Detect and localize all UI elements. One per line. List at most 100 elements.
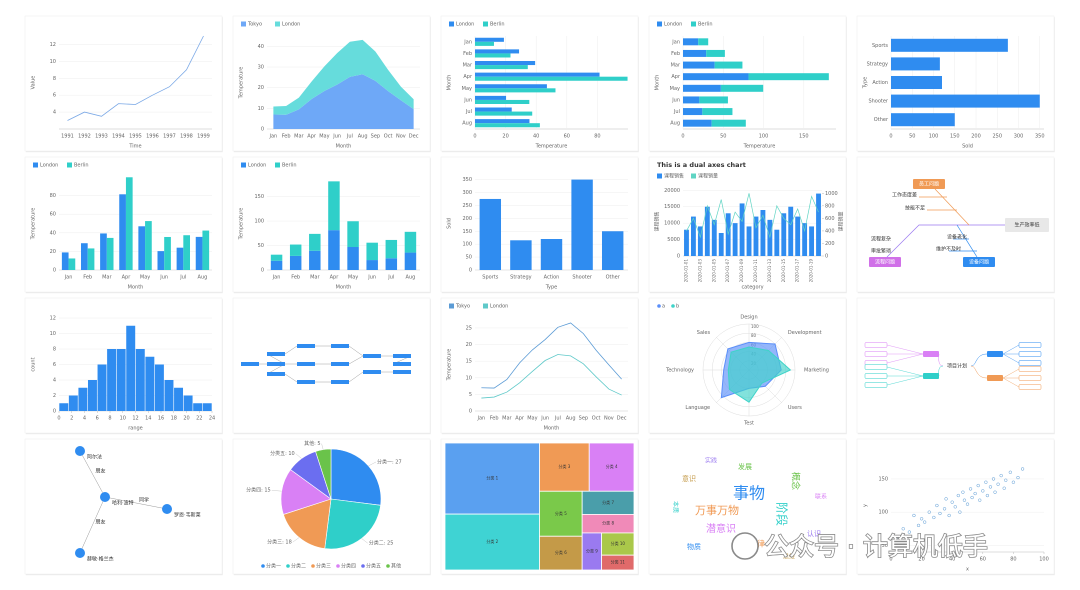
word: 思维 bbox=[783, 553, 795, 561]
panel: 分类 1 分类 2 分类 3 分类 4 分类 5 分类 6 分类 7 分类 8 分类 9 分类 1… bbox=[440, 438, 639, 576]
x-axis-label: Type bbox=[545, 285, 557, 291]
y-tick-label: 4 bbox=[53, 378, 56, 384]
legend-label: 课程销售 bbox=[664, 173, 684, 180]
point bbox=[988, 485, 993, 489]
y-tick-label: 0 bbox=[469, 268, 472, 274]
x-tick-label: 16 bbox=[158, 416, 164, 422]
cell-label: 分类 8 bbox=[602, 520, 614, 526]
x-tick-label: Jul bbox=[554, 416, 561, 422]
point bbox=[953, 505, 957, 509]
point bbox=[897, 537, 901, 541]
bar bbox=[174, 387, 184, 411]
word: 意识 bbox=[682, 474, 696, 483]
legend-label: 课程销量 bbox=[698, 173, 718, 180]
node-box bbox=[923, 351, 939, 357]
bar bbox=[157, 251, 165, 270]
bar bbox=[68, 395, 78, 411]
x-tick-label: 2020-01-05 bbox=[711, 259, 716, 283]
treemap-cell bbox=[588, 442, 635, 492]
x-tick-label: Aug bbox=[198, 275, 208, 281]
point bbox=[962, 498, 967, 502]
node-label: 罗恩·韦斯莱 bbox=[174, 512, 201, 519]
x-tick-label: 300 bbox=[1014, 134, 1024, 140]
bar bbox=[309, 233, 321, 251]
panel: Type Sold 0 50 100 150 200 250 300 350 Sports Strat… bbox=[440, 156, 639, 294]
bar bbox=[475, 84, 547, 89]
x-tick-label: Feb bbox=[291, 275, 300, 281]
bar bbox=[385, 239, 398, 259]
point bbox=[1011, 480, 1016, 484]
x-tick-label: Mar bbox=[102, 275, 112, 281]
point bbox=[1016, 475, 1020, 480]
point bbox=[935, 503, 939, 508]
x-tick-label: Jan bbox=[64, 275, 73, 281]
y-tick-label: 10 bbox=[50, 59, 56, 65]
x-tick-label: Nov bbox=[604, 416, 614, 422]
bar bbox=[891, 94, 1040, 108]
cell-label: 分类 10 bbox=[611, 540, 626, 546]
point bbox=[1020, 467, 1025, 471]
legend-swatch bbox=[286, 564, 290, 568]
bar bbox=[720, 84, 764, 92]
bar bbox=[891, 75, 942, 90]
x-tick-label: Strategy bbox=[510, 275, 531, 281]
legend-label: Berlin bbox=[282, 163, 297, 169]
point bbox=[923, 520, 927, 524]
node-label: 生产效率低 bbox=[1014, 222, 1039, 229]
bar bbox=[891, 38, 1008, 52]
x-tick-label: Jul bbox=[179, 275, 186, 281]
pie-slice bbox=[315, 448, 332, 500]
bar bbox=[601, 231, 624, 270]
x-tick-label: 2020-01-17 bbox=[795, 259, 800, 283]
axis-label: Language bbox=[685, 405, 710, 411]
x-tick-label: Sep bbox=[371, 134, 380, 140]
x-tick-label: Jan bbox=[272, 275, 281, 281]
leaf-box bbox=[1018, 366, 1042, 372]
point bbox=[996, 482, 1000, 486]
x-axis-label: Month bbox=[544, 426, 560, 432]
x-tick-label: Jan bbox=[477, 416, 486, 422]
connector bbox=[348, 345, 364, 357]
bar bbox=[475, 60, 536, 66]
bar bbox=[795, 216, 801, 256]
y-tick-label: 20 bbox=[466, 342, 472, 348]
panel: Tokyo London Month Temperature 0 5 10 15 20 25 Jan… bbox=[440, 297, 639, 435]
legend-swatch bbox=[657, 173, 662, 179]
bar bbox=[475, 53, 511, 58]
line bbox=[481, 322, 622, 389]
x-tick-label: 60 bbox=[564, 134, 570, 140]
point bbox=[1002, 486, 1006, 490]
y-tick-label: 40 bbox=[258, 44, 264, 50]
cell-label: 分类 5 bbox=[555, 510, 567, 516]
bar bbox=[540, 239, 563, 270]
point bbox=[984, 480, 988, 484]
bar bbox=[145, 221, 152, 270]
x-tick-label: Sep bbox=[579, 416, 588, 422]
bar bbox=[68, 258, 76, 270]
axis-label: Test bbox=[743, 421, 754, 427]
point bbox=[981, 489, 985, 493]
connector bbox=[886, 224, 1005, 258]
node-label: 哈利·波特 bbox=[112, 500, 134, 507]
node bbox=[162, 504, 172, 514]
legend-swatch bbox=[241, 21, 246, 27]
bar bbox=[138, 226, 146, 270]
y-axis-label: y bbox=[863, 504, 869, 507]
x-tick-label: 50 bbox=[909, 134, 915, 140]
bar bbox=[404, 231, 417, 253]
edge bbox=[104, 496, 168, 510]
x-tick-label: May bbox=[348, 275, 358, 281]
bar bbox=[176, 247, 184, 270]
bar bbox=[475, 123, 540, 128]
bar bbox=[366, 260, 378, 270]
y-tick-label: May bbox=[462, 86, 472, 92]
x-tick-label: Jul bbox=[346, 134, 353, 140]
node bbox=[75, 548, 85, 558]
x-tick-label: 20 bbox=[502, 134, 508, 140]
leaf-box bbox=[864, 351, 888, 357]
flow-box bbox=[363, 370, 381, 374]
legend-label: 分类三 bbox=[316, 563, 331, 570]
y-axis-label: Month bbox=[655, 75, 661, 91]
y-tick-label: 10 bbox=[258, 106, 264, 112]
